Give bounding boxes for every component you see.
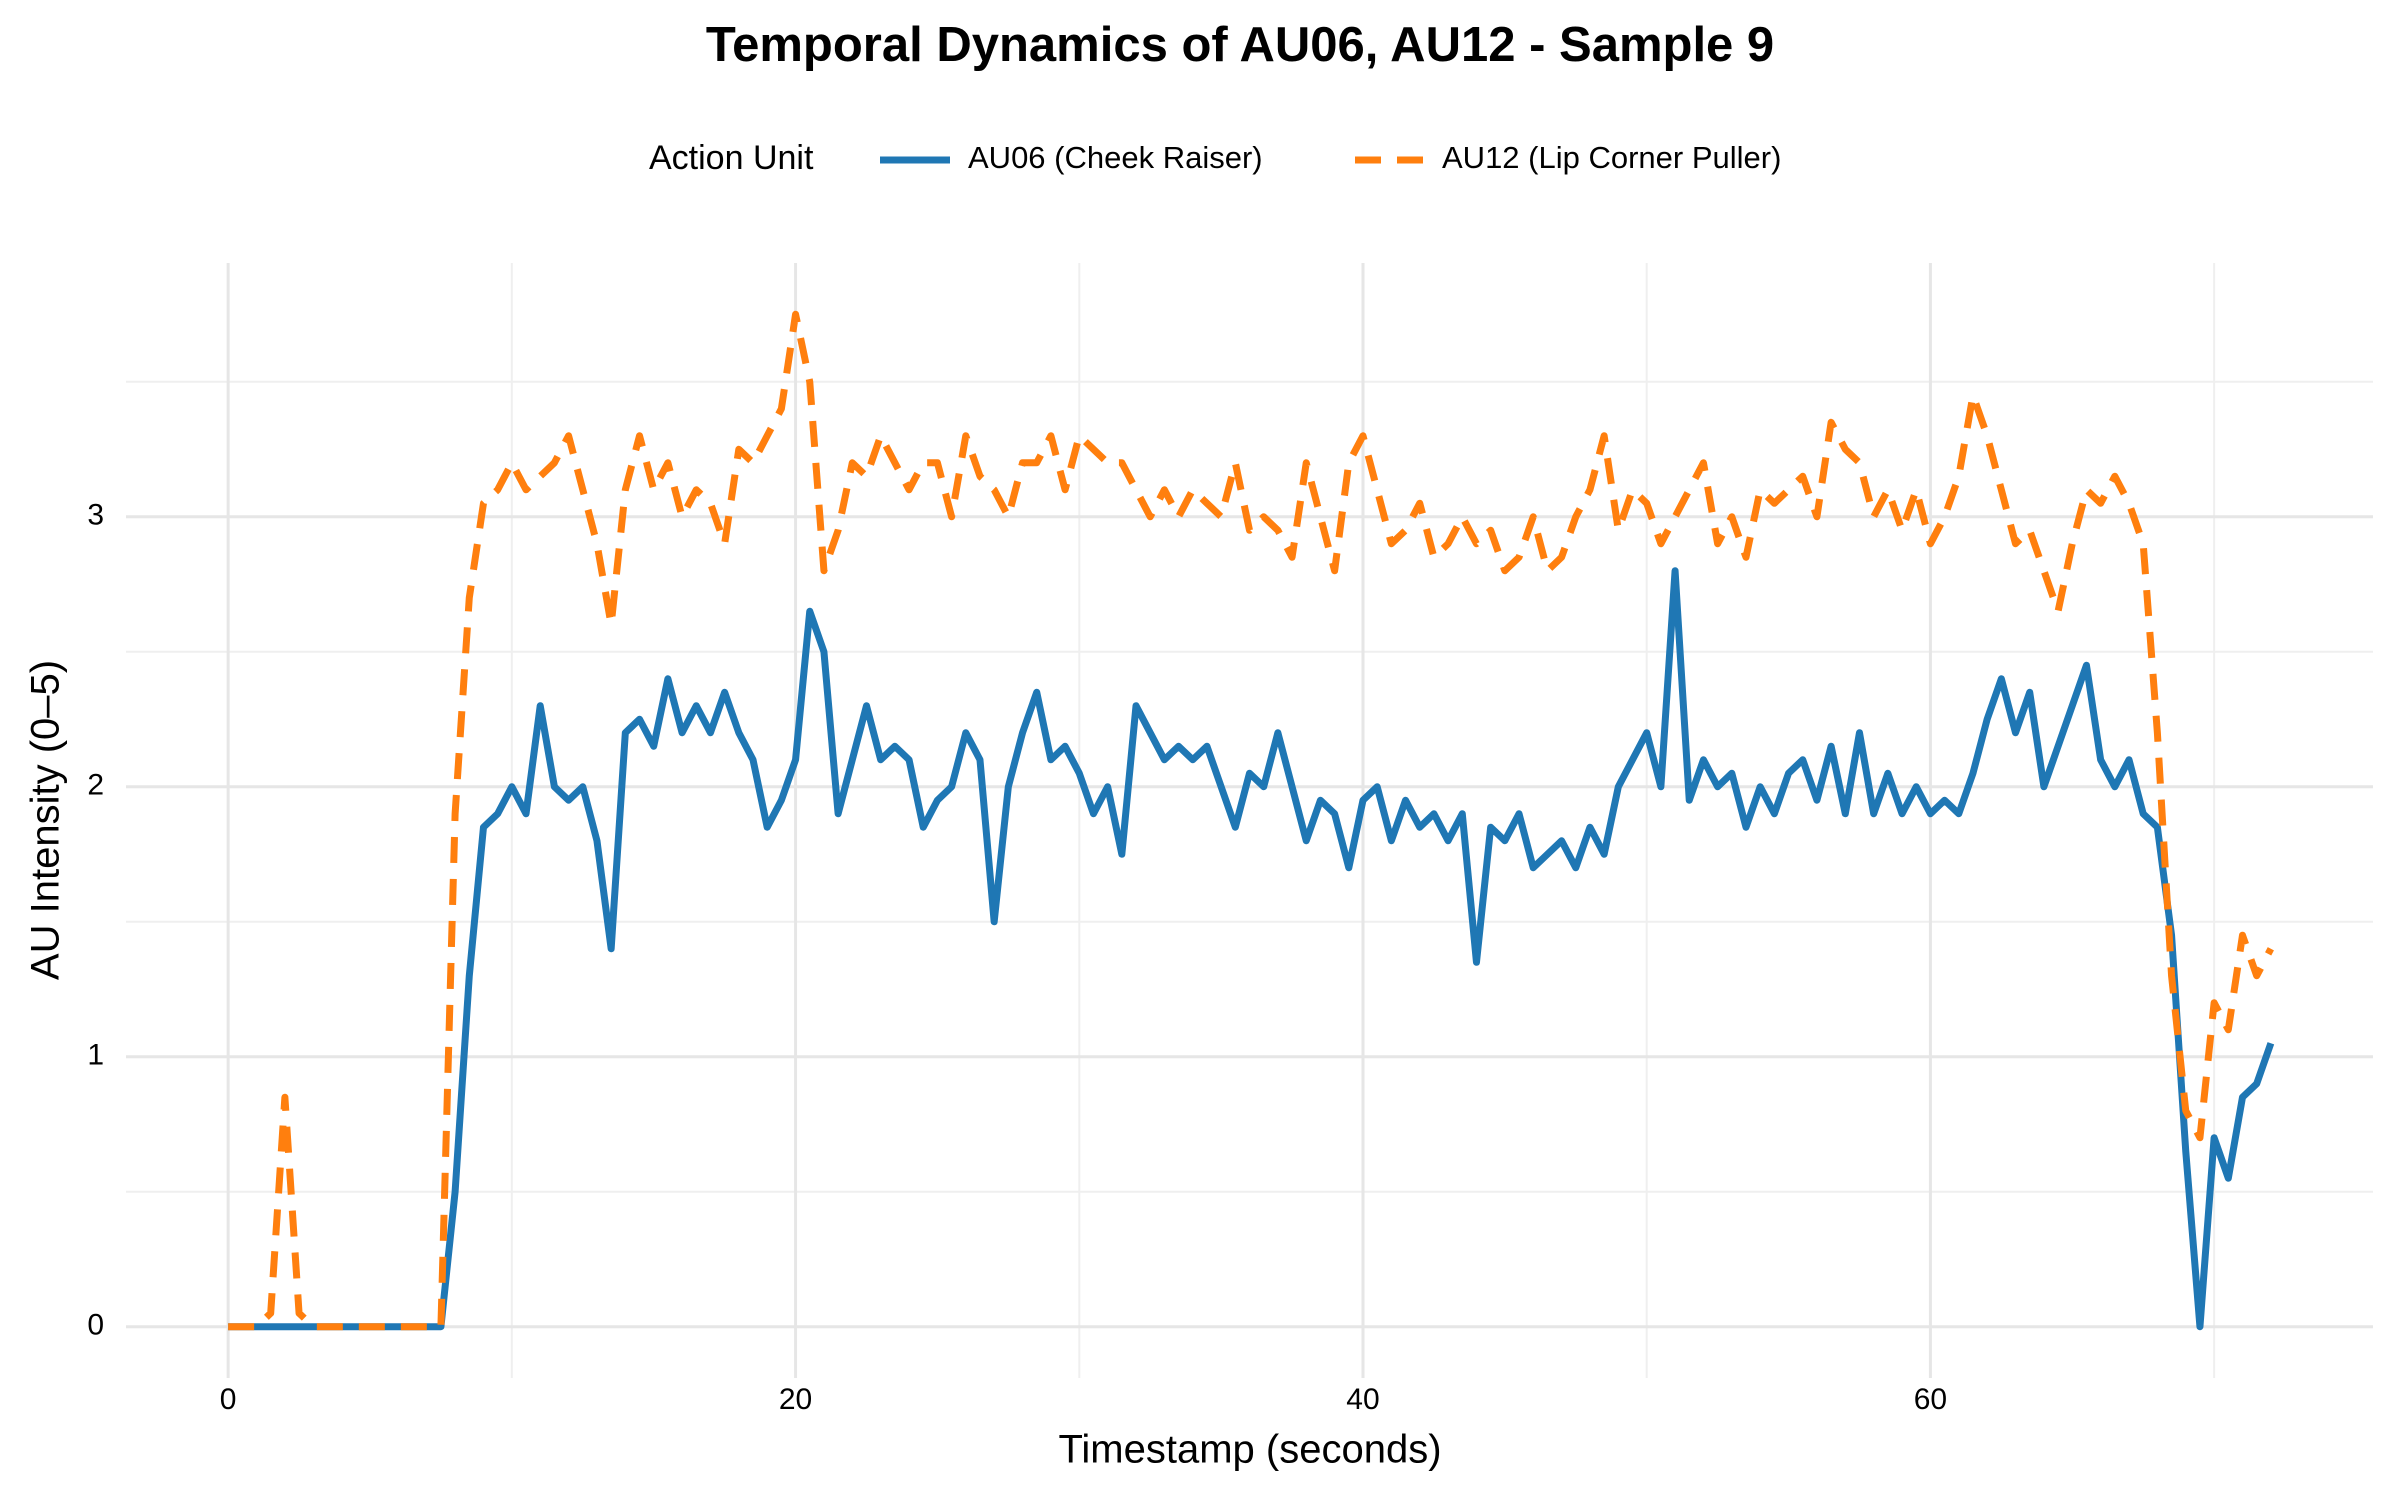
legend-title: Action Unit (649, 139, 814, 177)
series-line (228, 310, 2274, 1331)
series-line (228, 567, 2275, 1331)
legend-label: AU12 (Lip Corner Puller) (1442, 140, 1781, 175)
x-axis-title: Timestamp (seconds) (1058, 1428, 1441, 1472)
x-tick-label: 0 (220, 1383, 237, 1416)
y-tick-label: 3 (87, 499, 104, 532)
y-axis-title: AU Intensity (0–5) (24, 660, 68, 980)
y-tick-label: 0 (87, 1309, 104, 1342)
x-tick-label: 20 (779, 1383, 812, 1416)
legend-label: AU06 (Cheek Raiser) (968, 140, 1263, 175)
y-tick-label: 1 (87, 1039, 104, 1072)
x-tick-label: 60 (1914, 1383, 1947, 1416)
y-tick-label: 2 (87, 769, 104, 802)
x-tick-label: 40 (1346, 1383, 1379, 1416)
chart-title: Temporal Dynamics of AU06, AU12 - Sample… (706, 18, 1774, 72)
